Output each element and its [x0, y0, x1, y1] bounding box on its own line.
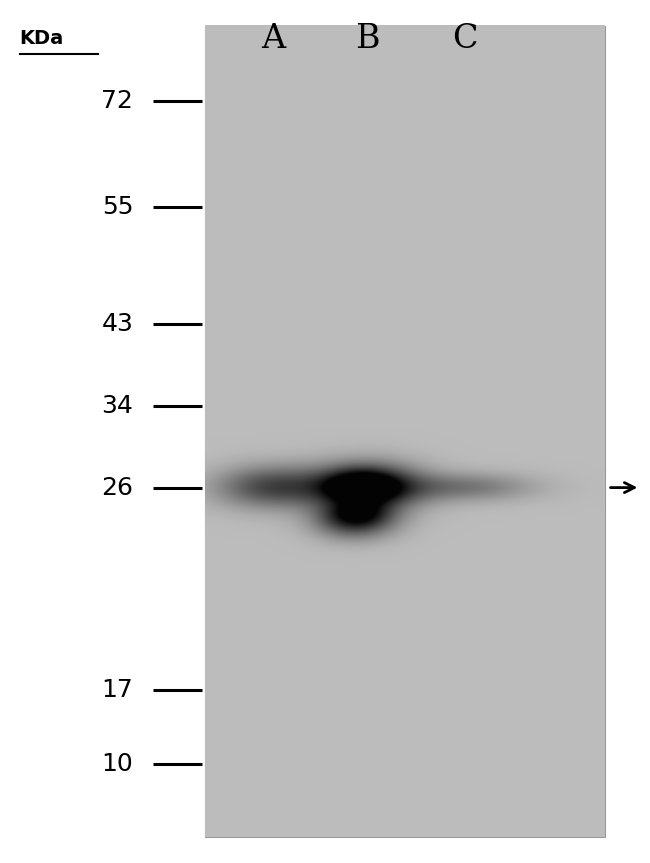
Text: C: C: [452, 22, 478, 55]
Text: 72: 72: [101, 89, 133, 113]
Text: B: B: [355, 22, 380, 55]
Text: 17: 17: [101, 678, 133, 702]
Text: A: A: [261, 22, 285, 55]
Text: 43: 43: [101, 312, 133, 336]
Text: 34: 34: [101, 394, 133, 418]
Text: 10: 10: [101, 752, 133, 776]
Bar: [205, 26, 604, 837]
Text: 55: 55: [102, 195, 133, 219]
Text: KDa: KDa: [20, 29, 64, 48]
Text: 26: 26: [101, 476, 133, 500]
